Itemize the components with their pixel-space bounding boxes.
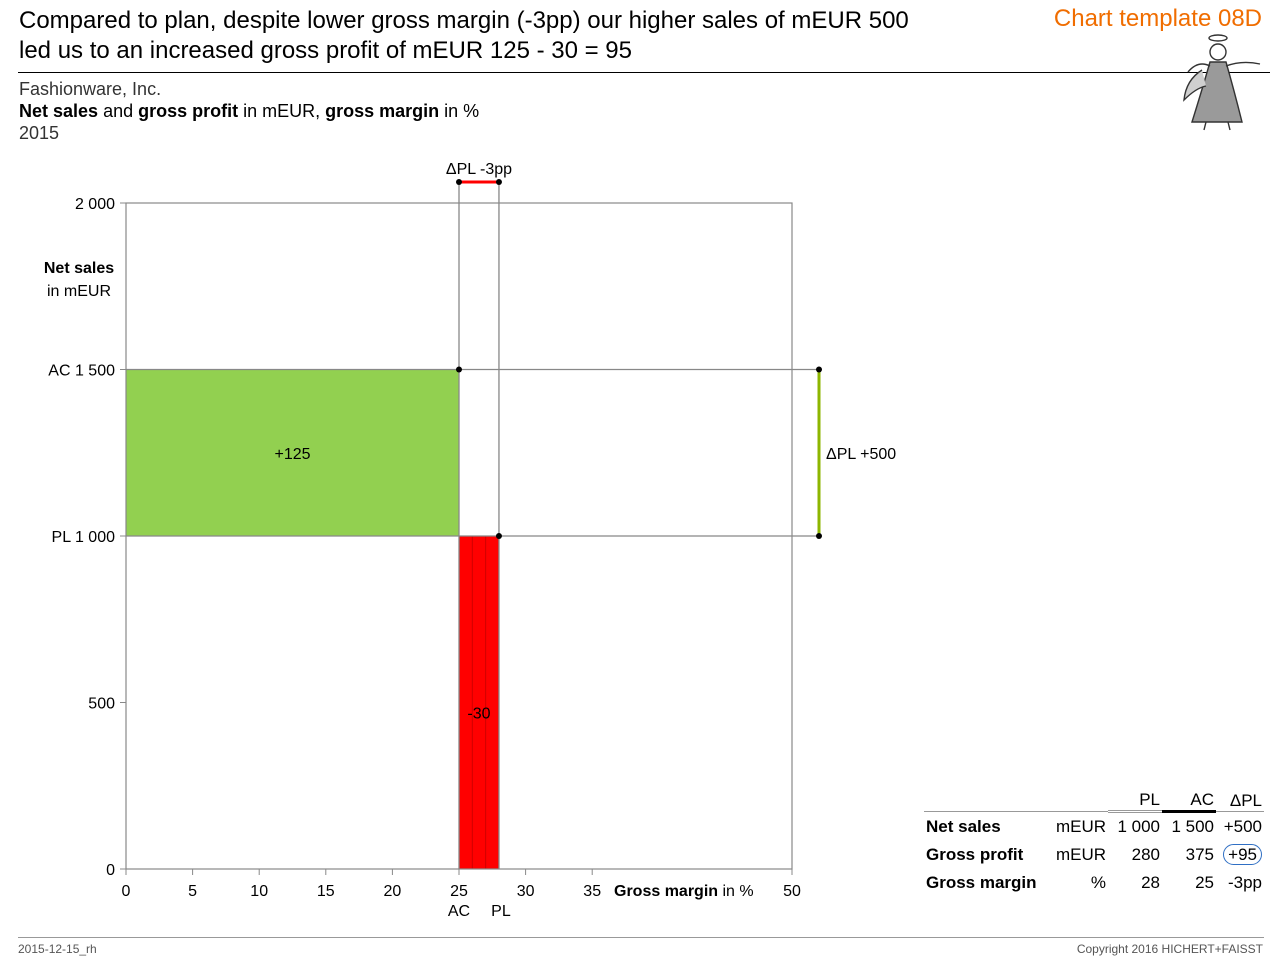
delta-sales-dot <box>816 533 822 539</box>
x-axis-label: Gross margin in % <box>614 883 754 900</box>
area-rect <box>459 536 499 869</box>
table-row: Net sales mEUR 1 000 1 500 +500 <box>924 812 1264 842</box>
row-ac: 375 <box>1185 845 1214 864</box>
table-header-unit <box>1046 788 1108 812</box>
row-pl: 1 000 <box>1117 817 1160 836</box>
area-label: -30 <box>467 705 490 722</box>
x-marker-pl: PL <box>491 903 511 920</box>
chart-title: Compared to plan, despite lower gross ma… <box>19 6 1019 66</box>
measure-line: Net sales and gross profit in mEUR, gros… <box>19 101 479 122</box>
delta-sales-label: ΔPL +500 <box>826 446 896 463</box>
footer-date: 2015-12-15_rh <box>18 942 97 956</box>
row-delta: -3pp <box>1227 873 1262 892</box>
x-tick-label: 0 <box>122 883 131 900</box>
x-tick-label: 50 <box>783 883 801 900</box>
x-tick-label: 30 <box>517 883 535 900</box>
angel-icon <box>1183 34 1261 131</box>
delta-margin-label: ΔPL -3pp <box>446 161 512 178</box>
row-pl: 28 <box>1141 873 1160 892</box>
summary-table: PL AC ΔPL Net sales mEUR 1 000 1 500 +50… <box>924 788 1264 897</box>
y-tick-label: PL 1 000 <box>52 529 116 546</box>
x-tick-label: 20 <box>384 883 402 900</box>
company-name: Fashionware, Inc. <box>19 79 162 99</box>
y-axis-unit: in mEUR <box>47 283 111 300</box>
title-line-2: led us to an increased gross profit of m… <box>19 37 632 64</box>
table-header-row: PL AC ΔPL <box>924 788 1264 813</box>
y-axis-label: Net sales <box>44 260 114 277</box>
footer-rule <box>18 937 1264 938</box>
row-delta: +500 <box>1223 816 1262 836</box>
ac-point <box>456 366 462 373</box>
measure-bold-2: gross profit <box>138 101 239 121</box>
row-label: Gross profit <box>926 845 1024 864</box>
x-tick-label: 15 <box>317 883 335 900</box>
table-row: Gross profit mEUR 280 375 +95 <box>924 841 1264 869</box>
y-tick-label: 500 <box>88 696 115 713</box>
x-tick-label: 25 <box>450 883 468 900</box>
footer-copyright: Copyright 2016 HICHERT+FAISST <box>1076 942 1263 956</box>
x-marker-ac: AC <box>448 903 470 920</box>
measure-bold-3: gross margin <box>325 101 440 121</box>
row-label: Gross margin <box>926 873 1037 892</box>
row-pl: 280 <box>1131 845 1160 864</box>
y-tick-label: 2 000 <box>75 196 115 213</box>
y-tick-label: AC 1 500 <box>48 363 115 380</box>
row-unit: % <box>1090 873 1106 892</box>
measure-text-3: in % <box>439 101 480 121</box>
delta-margin-dot <box>456 179 462 185</box>
x-tick-label: 35 <box>583 883 601 900</box>
area-label: +125 <box>274 446 310 463</box>
title-rule <box>18 72 1270 73</box>
x-axis-label-bold: Gross margin <box>614 883 718 900</box>
pl-point <box>495 533 502 539</box>
table-header-label <box>924 788 1046 812</box>
template-tag: Chart template 08D <box>1053 5 1262 32</box>
row-delta: +95 <box>1216 841 1264 869</box>
row-ac: 25 <box>1195 873 1214 892</box>
delta-sales-dot <box>816 366 822 373</box>
table-header-delta: ΔPL <box>1216 788 1264 812</box>
row-label: Net sales <box>926 816 1001 836</box>
table-header-ac: AC <box>1162 788 1216 813</box>
title-line-1: Compared to plan, despite lower gross ma… <box>19 7 909 34</box>
table-row: Gross margin % 28 25 -3pp <box>924 869 1264 897</box>
measure-bold-1: Net sales <box>19 101 99 121</box>
table-header-pl: PL <box>1108 788 1162 813</box>
highlighted-delta: +95 <box>1223 844 1262 865</box>
row-unit: mEUR <box>1055 845 1106 864</box>
period: 2015 <box>19 123 60 143</box>
y-tick-label: 0 <box>106 862 115 879</box>
row-ac: 1 500 <box>1171 817 1214 836</box>
measure-text-2: in mEUR, <box>238 101 326 121</box>
row-unit: mEUR <box>1055 816 1106 836</box>
area-rect <box>126 369 459 536</box>
measure-text-1: and <box>98 101 139 121</box>
delta-margin-dot <box>495 179 502 185</box>
x-axis-label-unit: in % <box>718 883 754 900</box>
x-tick-label: 5 <box>188 883 197 900</box>
x-tick-label: 10 <box>250 883 268 900</box>
